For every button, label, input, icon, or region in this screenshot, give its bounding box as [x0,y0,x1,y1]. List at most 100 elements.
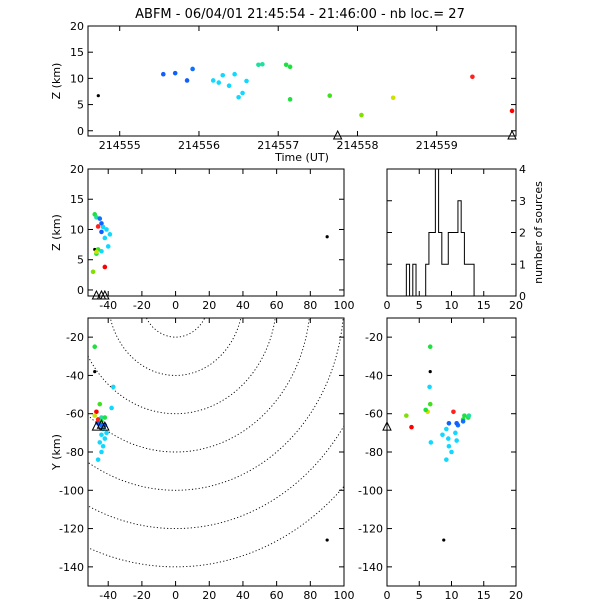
data-point [428,440,434,445]
y-tick-label: 4 [519,163,526,176]
data-point [444,426,449,432]
x-tick-label: 100 [334,299,355,312]
y-tick-label: 15 [70,193,84,206]
data-points [96,61,515,118]
data-point [99,432,104,438]
y-tick-label: 10 [70,223,84,236]
y-tick-label: -140 [358,561,383,574]
data-point [96,94,100,98]
data-point [95,224,101,229]
y-tick-label: -60 [365,408,383,421]
data-point [440,432,445,438]
data-point [466,413,472,418]
y-axis-label: Y (km) [50,434,63,471]
x-tick-label: 0 [172,589,179,600]
x-tick-label: 80 [303,589,317,600]
range-circle [88,318,344,491]
x-tick-label: 0 [384,589,391,600]
data-point [428,370,432,374]
figure-title: ABFM - 06/04/01 21:45:54 - 21:46:00 - nb… [135,7,465,22]
histogram-steps [387,168,516,297]
data-point [105,244,111,249]
data-point [446,420,452,426]
data-point [404,413,409,418]
panel-x-y: -40 -20 0 20 40 60 80 100 -20 -40 -60 -80 -100 -120 -1… [50,317,355,600]
data-point [451,409,456,415]
data-point [446,443,452,449]
data-point [102,264,108,270]
data-point [449,449,454,455]
y-tick-label: 3 [519,195,526,208]
y-tick-label: 2 [519,227,526,240]
x-tick-label: 214556 [178,139,220,152]
data-point [110,384,116,390]
data-point [92,344,98,350]
y-axis-label: Z (km) [50,63,63,100]
y-tick-label: -120 [358,523,383,536]
data-point [99,449,104,455]
x-tick-label: 214557 [257,139,299,152]
y-tick-label: 0 [77,284,84,297]
data-point [287,64,293,70]
data-point [90,269,96,275]
x-tick-label: 100 [334,589,355,600]
data-point [95,457,101,462]
data-point [99,248,104,254]
data-point [99,229,104,235]
station-marker [100,420,110,431]
data-point [102,436,108,441]
data-point [427,384,432,390]
data-point [409,424,414,430]
data-point [427,344,433,350]
y-tick-label: 5 [77,254,84,267]
y-tick-label: 0 [77,125,84,138]
y-tick-label: -120 [59,523,84,536]
data-points [92,344,329,542]
x-tick-label: -40 [99,299,117,312]
data-point [93,370,97,374]
data-point [94,409,99,415]
x-tick-label: 214559 [416,139,458,152]
x-tick-label: 0 [384,299,391,312]
data-point [460,419,466,424]
data-point [210,78,216,83]
data-point [232,71,237,77]
data-points [404,344,472,542]
data-point [454,438,459,443]
y-tick-label: -40 [365,369,383,382]
x-axis-label: Time (UT) [274,151,329,164]
data-point [97,216,103,221]
data-point [244,78,249,84]
y-tick-label: -60 [66,408,84,421]
data-point [236,94,241,100]
data-point [172,70,178,76]
plot-frame [87,168,345,297]
data-point [216,80,222,85]
y-tick-label: -20 [66,331,84,344]
y-axis-label: number of sources [532,181,545,284]
y-tick-label: 1 [519,258,526,271]
station-marker [100,289,110,300]
y-tick-label: -100 [358,484,383,497]
x-tick-label: 60 [270,589,284,600]
y-axis-label: Z (km) [50,214,63,251]
x-tick-label: -20 [133,299,151,312]
station-marker [332,129,343,140]
data-point [160,71,166,77]
data-point [359,112,364,118]
range-circles [88,318,344,568]
data-point [100,224,106,230]
data-point [107,232,113,237]
data-point [104,430,109,436]
data-point [97,401,103,407]
x-tick-label: -20 [133,589,151,600]
data-point [109,405,114,411]
data-point [226,83,232,89]
data-point [92,413,98,418]
x-tick-label: 20 [202,589,216,600]
data-point [470,74,475,80]
data-point [102,415,108,420]
